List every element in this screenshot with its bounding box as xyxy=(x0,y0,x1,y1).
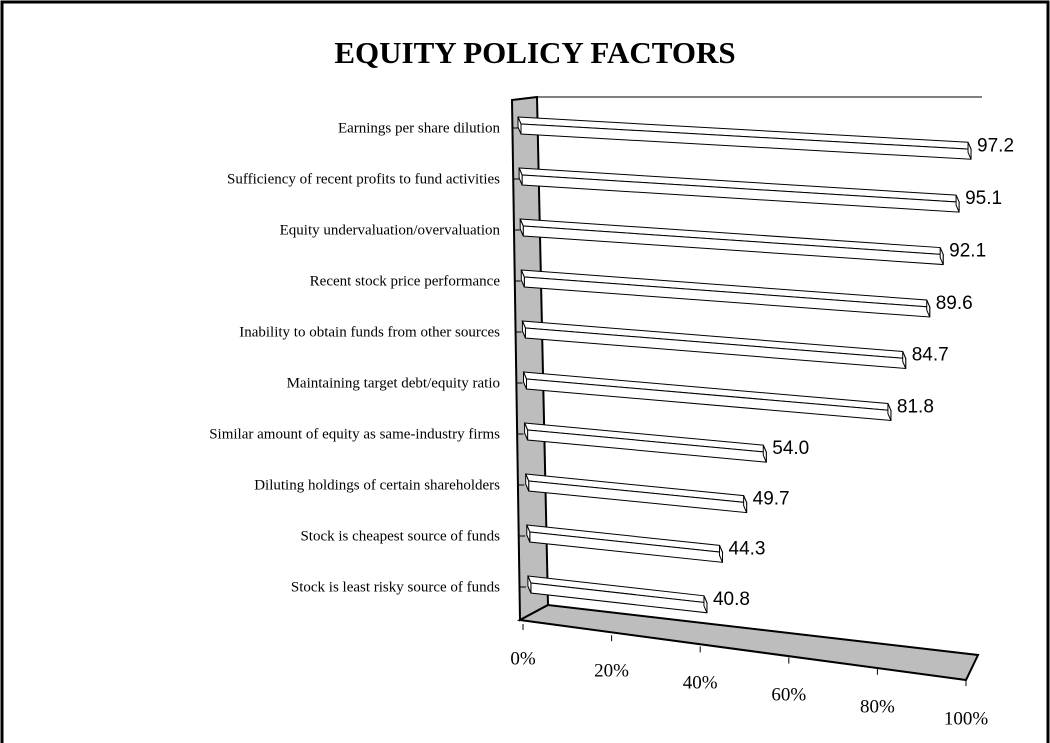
value-label: 95.1 xyxy=(965,188,1002,209)
x-tick-label: 40% xyxy=(683,672,718,693)
bar-start xyxy=(527,575,532,594)
bar-end xyxy=(703,595,708,613)
bar-start xyxy=(517,116,522,135)
bar-end xyxy=(743,495,748,513)
y-tick-label: Equity undervaluation/overvaluation xyxy=(280,222,501,238)
value-label: 44.3 xyxy=(729,538,766,559)
bar-start xyxy=(520,269,525,288)
value-label: 84.7 xyxy=(912,345,949,366)
chart-title: EQUITY POLICY FACTORS xyxy=(334,35,735,70)
bar-start xyxy=(526,524,531,543)
y-tick-label: Recent stock price performance xyxy=(310,273,501,289)
y-tick-label: Stock is least risky source of funds xyxy=(291,579,500,595)
value-label: 89.6 xyxy=(936,293,973,314)
value-label: 92.1 xyxy=(949,241,986,262)
value-label: 40.8 xyxy=(713,589,750,610)
y-tick-label: Diluting holdings of certain shareholder… xyxy=(254,477,500,493)
bar-start xyxy=(521,320,526,339)
bar-end xyxy=(967,142,972,160)
y-tick-label: Similar amount of equity as same-industr… xyxy=(209,426,500,442)
bar-start xyxy=(518,167,523,186)
bar-end xyxy=(719,545,724,563)
bar-start xyxy=(525,473,530,492)
bar-start xyxy=(524,422,529,441)
value-label: 49.7 xyxy=(753,489,790,510)
bar-end xyxy=(926,299,931,318)
y-tick-label: Stock is cheapest source of funds xyxy=(300,528,500,544)
bar-end xyxy=(902,351,907,369)
x-tick-label: 60% xyxy=(771,684,806,705)
y-tick-label: Maintaining target debt/equity ratio xyxy=(287,375,500,391)
y-tick-label: Earnings per share dilution xyxy=(338,120,501,136)
bar-start xyxy=(523,371,527,390)
bar-start xyxy=(519,218,524,237)
value-label: 97.2 xyxy=(977,135,1014,156)
x-tick-label: 80% xyxy=(860,696,895,717)
y-tick-label: Inability to obtain funds from other sou… xyxy=(239,324,500,340)
x-tick-label: 20% xyxy=(594,660,629,681)
value-label: 81.8 xyxy=(897,397,934,418)
x-tick-label: 100% xyxy=(944,708,989,729)
bar-end xyxy=(762,444,767,463)
y-tick-label: Sufficiency of recent profits to fund ac… xyxy=(227,171,500,187)
value-label: 54.0 xyxy=(772,438,809,459)
x-tick-label: 0% xyxy=(510,648,536,669)
floor xyxy=(516,603,980,682)
bar-end xyxy=(939,247,944,265)
bar-end xyxy=(887,403,892,421)
bar-end xyxy=(955,194,960,213)
